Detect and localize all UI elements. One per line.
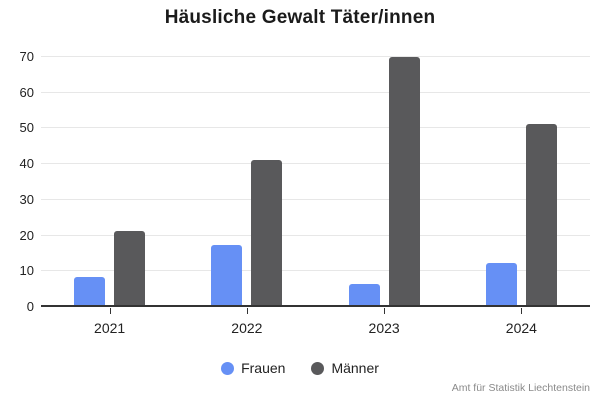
legend-item-maenner[interactable]: Männer: [311, 360, 379, 376]
x-tick-label-2022: 2022: [231, 320, 263, 336]
y-tick-label-60: 60: [19, 84, 34, 100]
plot-area: [41, 56, 590, 314]
bar-maenner-2021: [114, 230, 146, 305]
bar-group-2024: [453, 57, 590, 314]
x-tick-label-2021: 2021: [94, 320, 126, 336]
legend-marker-maenner-icon: [311, 361, 325, 375]
gridline-30: [41, 198, 590, 200]
legend-marker-frauen-icon: [221, 361, 235, 375]
gridline-20: [41, 234, 590, 236]
legend-label-frauen: Frauen: [241, 360, 286, 376]
x-tick-label-2023: 2023: [368, 320, 400, 336]
bar-maenner-2024: [525, 124, 557, 305]
y-tick-label-40: 40: [19, 156, 34, 172]
x-tick-2021: [109, 308, 111, 314]
y-tick-label-10: 10: [19, 263, 34, 279]
y-tick-label-70: 70: [19, 49, 34, 64]
bar-group-2021: [41, 57, 178, 314]
x-tick-2022: [246, 308, 248, 314]
bar-frauen-2024: [485, 262, 517, 305]
source-note: Amt für Statistik Liechtenstein: [451, 382, 590, 394]
legend: Frauen Männer: [0, 360, 600, 376]
y-axis-labels: 0 10 20 30 40 50 60 70: [0, 49, 34, 314]
x-tick-2023: [384, 308, 386, 314]
x-axis-line: [41, 305, 590, 307]
legend-label-maenner: Männer: [331, 360, 379, 376]
bar-group-2022: [178, 57, 315, 314]
bar-maenner-2023: [388, 57, 420, 305]
bar-groups: [41, 57, 590, 314]
gridline-40: [41, 163, 590, 165]
chart-title: Häusliche Gewalt Täter/innen: [164, 7, 436, 28]
y-tick-label-30: 30: [19, 191, 34, 207]
y-tick-label-20: 20: [19, 227, 34, 243]
legend-item-frauen[interactable]: Frauen: [221, 360, 285, 376]
gridline-70: [41, 56, 590, 57]
x-axis-labels: 2021 2022 2023 2024: [41, 320, 590, 336]
gridline-10: [41, 270, 590, 272]
y-tick-label-50: 50: [19, 120, 34, 136]
x-tick-2024: [521, 308, 523, 314]
bar-maenner-2022: [251, 159, 283, 305]
bar-frauen-2021: [74, 276, 106, 305]
gridline-60: [41, 91, 590, 93]
bar-frauen-2022: [211, 244, 243, 305]
bar-frauen-2023: [348, 283, 380, 305]
bar-group-2023: [316, 57, 453, 314]
y-tick-label-0: 0: [26, 299, 34, 314]
gridline-50: [41, 127, 590, 129]
x-tick-label-2024: 2024: [505, 320, 537, 336]
